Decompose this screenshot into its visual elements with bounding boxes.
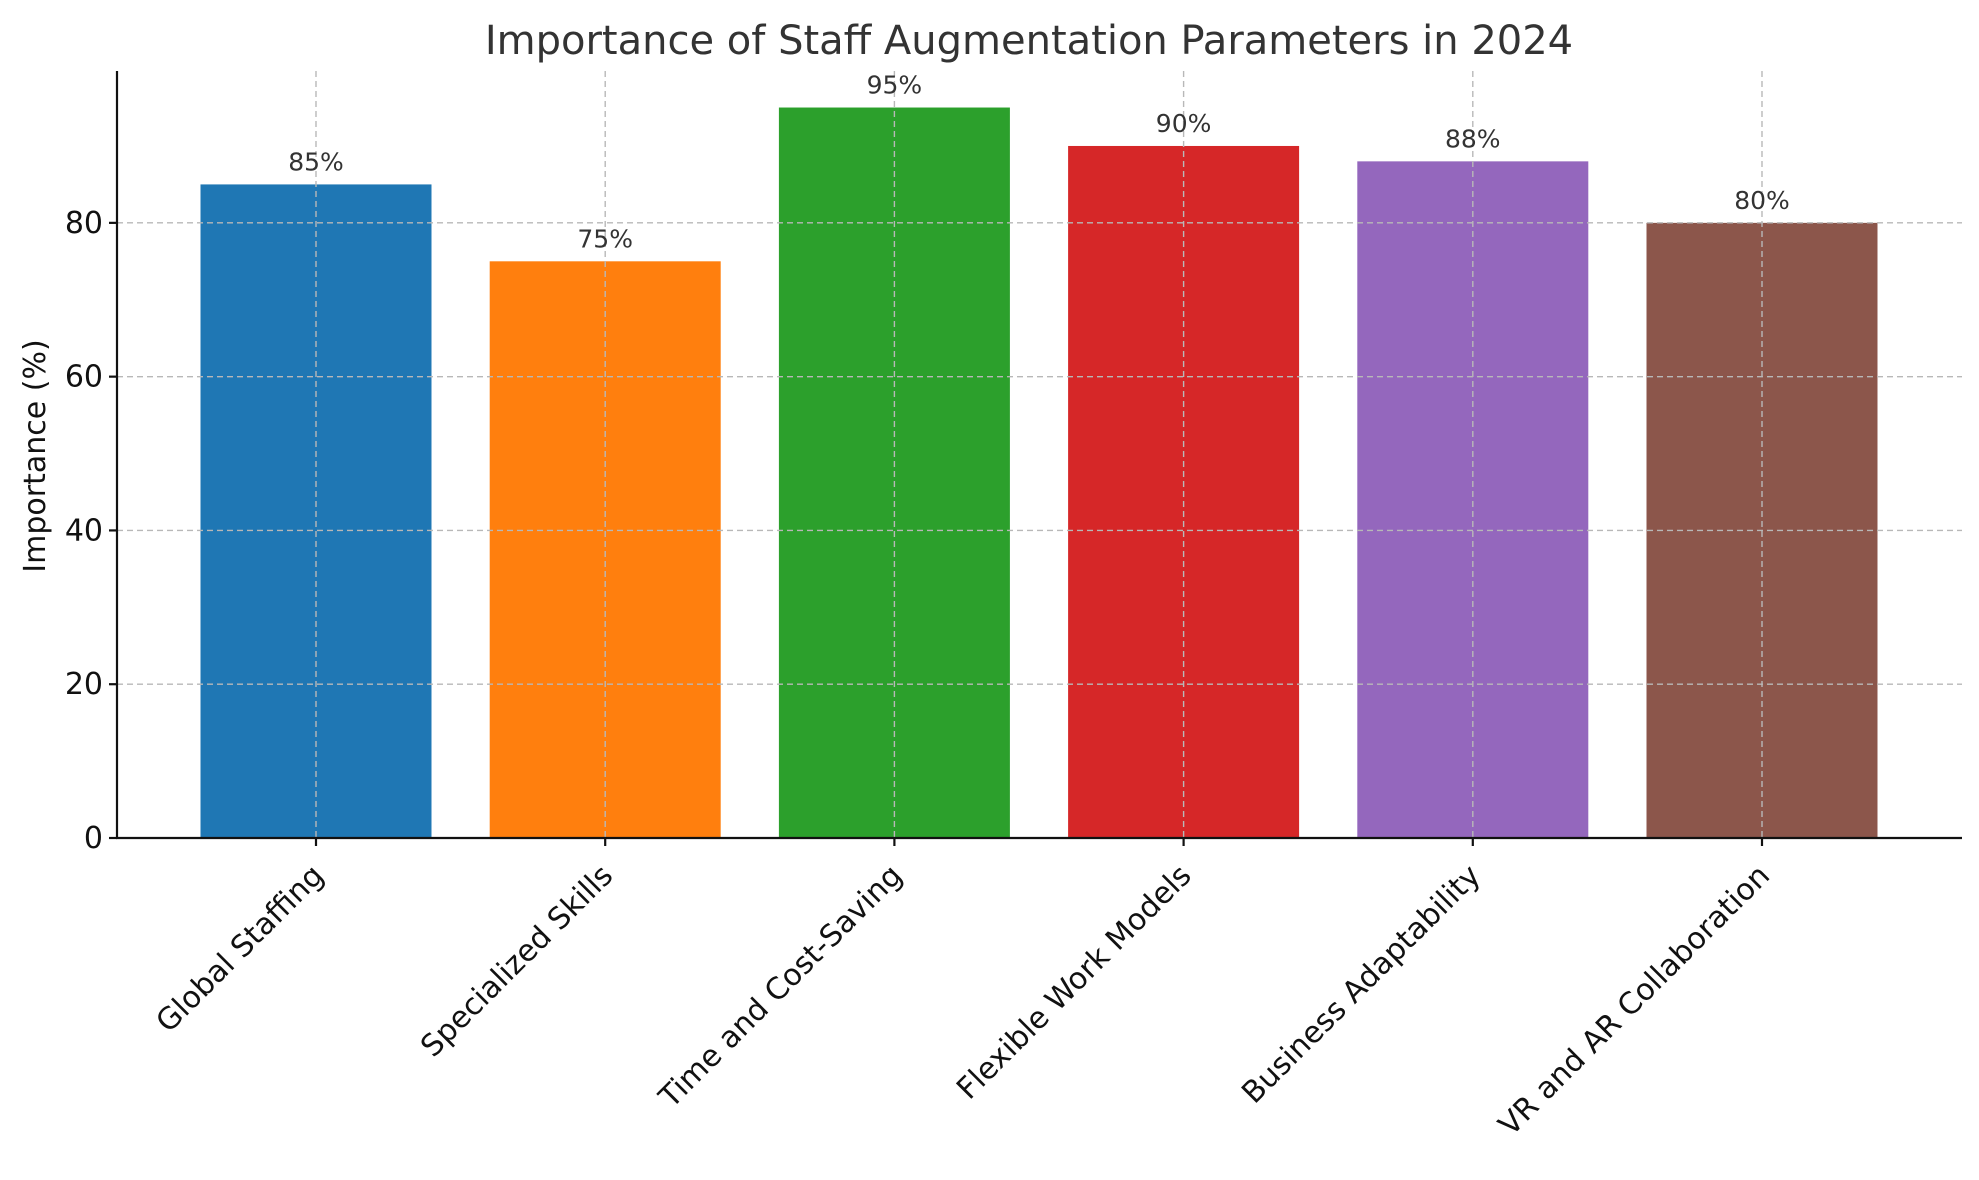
- data-label-3: 95%: [867, 71, 923, 100]
- y-tick-label-0: 0: [84, 821, 103, 856]
- y-tick-label-60: 60: [65, 360, 103, 395]
- x-tick-label-5: Business Adaptability: [1235, 858, 1487, 1110]
- y-axis-label: Importance (%): [18, 339, 53, 572]
- data-label-4: 90%: [1156, 109, 1212, 138]
- x-tick-label-2: Specialized Skills: [414, 858, 620, 1064]
- data-label-1: 85%: [288, 147, 344, 176]
- data-label-2: 75%: [577, 224, 633, 253]
- grid-layer: [117, 71, 1962, 838]
- data-label-5: 88%: [1445, 124, 1501, 153]
- x-tick-label-4: Flexible Work Models: [950, 858, 1198, 1106]
- data-labels-layer: 85% 75% 95% 90% 88% 80%: [288, 71, 1790, 254]
- chart-title: Importance of Staff Augmentation Paramet…: [485, 18, 1573, 64]
- bars-layer: [200, 107, 1878, 839]
- data-label-6: 80%: [1734, 186, 1790, 215]
- x-tick-label-6: VR and AR Collaboration: [1492, 858, 1777, 1143]
- axes-layer: [115, 71, 1962, 840]
- y-tick-label-20: 20: [65, 667, 103, 702]
- x-tick-label-3: Time and Cost-Saving: [652, 858, 909, 1115]
- y-tick-label-40: 40: [65, 513, 103, 548]
- y-tick-label-80: 80: [65, 206, 103, 241]
- x-tick-label-1: Global Staffing: [150, 858, 331, 1039]
